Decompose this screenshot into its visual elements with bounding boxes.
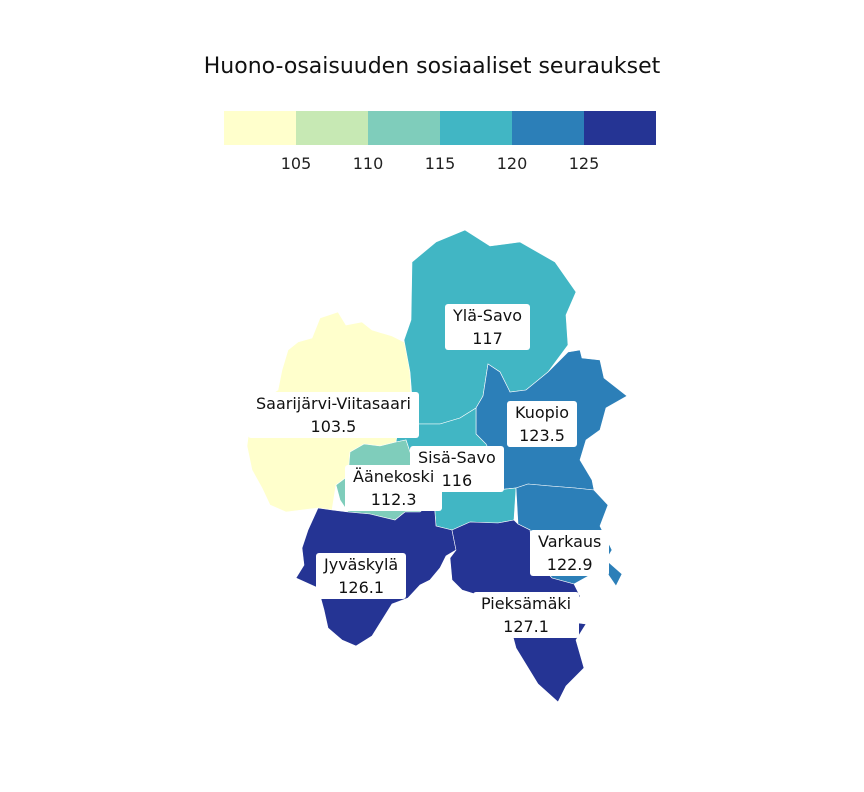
region-name: Jyväskylä <box>324 555 399 574</box>
region-value: 122.9 <box>546 555 593 574</box>
region-value: 103.5 <box>310 417 357 436</box>
region-name: Varkaus <box>538 532 602 551</box>
legend-swatch-3 <box>368 111 440 145</box>
region-label-saarijarvi-viitasaari: Saarijärvi-Viitasaari 103.5 <box>248 392 419 438</box>
legend-tick: 115 <box>424 154 456 173</box>
region-value: 127.1 <box>503 617 549 636</box>
legend-tick: 125 <box>568 154 600 173</box>
region-label-varkaus: Varkaus 122.9 <box>530 530 610 576</box>
region-label-jyvaskyla: Jyväskylä 126.1 <box>316 553 407 599</box>
region-value: 117 <box>472 329 503 348</box>
region-label-yla-savo: Ylä-Savo 117 <box>445 304 531 350</box>
region-name: Saarijärvi-Viitasaari <box>256 394 411 413</box>
region-name: Kuopio <box>515 403 570 422</box>
region-name: Pieksämäki <box>481 594 572 613</box>
region-label-pieksamaki: Pieksämäki 127.1 <box>473 592 580 638</box>
legend-swatch-5 <box>512 111 584 145</box>
map-title: Huono-osaisuuden sosiaaliset seuraukset <box>203 54 661 79</box>
region-name: Äänekoski <box>353 467 435 486</box>
region-label-aanekoski: Äänekoski 112.3 <box>345 465 443 511</box>
legend-swatch-2 <box>296 111 368 145</box>
region-value: 123.5 <box>519 426 565 445</box>
legend-tick: 120 <box>496 154 528 173</box>
region-value: 116 <box>441 471 473 490</box>
region-value: 112.3 <box>370 490 417 509</box>
legend-swatch-6 <box>584 111 656 145</box>
color-legend <box>224 111 656 147</box>
legend-swatch-4 <box>440 111 512 145</box>
region-name: Sisä-Savo <box>418 448 496 467</box>
region-label-sisa-savo: Sisä-Savo 116 <box>410 446 504 492</box>
region-value: 126.1 <box>338 578 385 597</box>
legend-tick: 105 <box>280 154 312 173</box>
legend-swatch-1 <box>224 111 296 145</box>
region-label-kuopio: Kuopio 123.5 <box>507 401 578 447</box>
region-name: Ylä-Savo <box>453 306 523 325</box>
legend-tick: 110 <box>352 154 384 173</box>
